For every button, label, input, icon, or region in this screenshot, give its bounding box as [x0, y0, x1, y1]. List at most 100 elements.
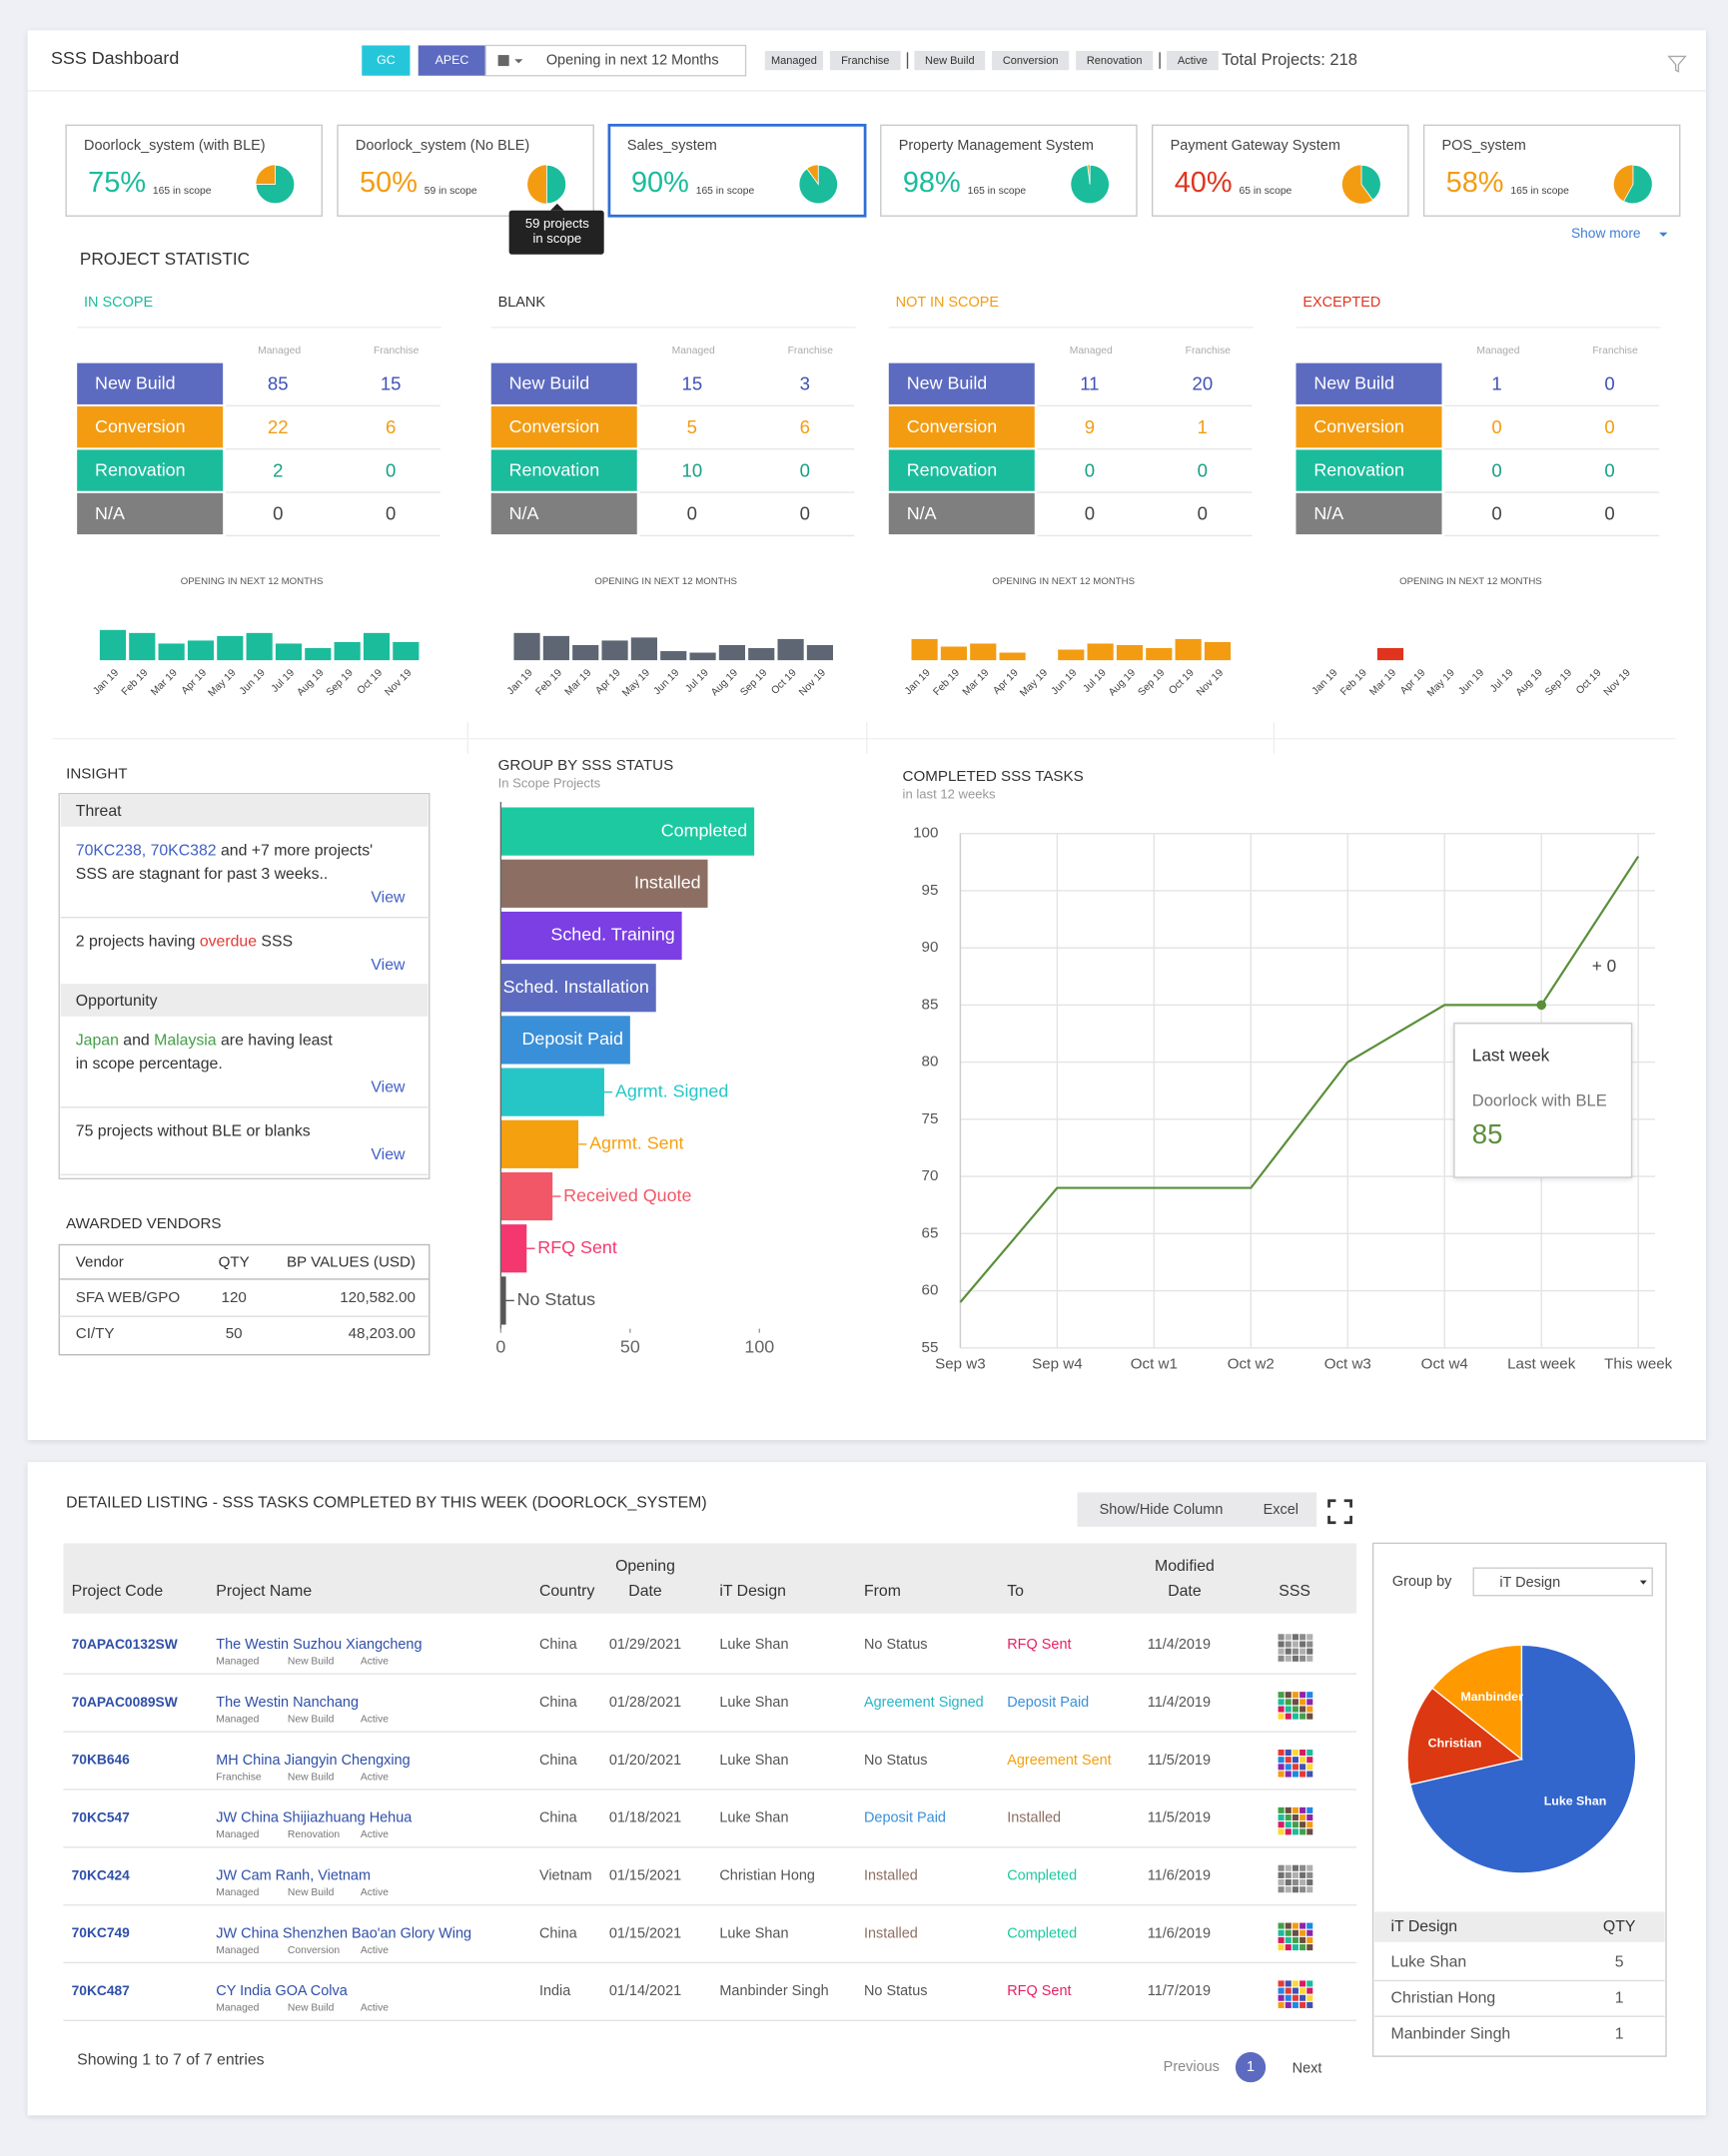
system-card[interactable]: Property Management System 98% 165 in scop…	[880, 124, 1138, 217]
stat-value[interactable]: 20	[1192, 373, 1213, 394]
stat-value[interactable]: 15	[381, 373, 402, 394]
system-name: Doorlock_system (No BLE)	[356, 138, 529, 154]
stat-value[interactable]: 0	[273, 503, 283, 524]
stat-value[interactable]: 0	[1604, 373, 1614, 394]
stat-value[interactable]: 0	[1198, 503, 1208, 524]
project-code[interactable]: 70KC487	[72, 1983, 131, 1998]
tag-label[interactable]: Franchise	[841, 55, 889, 67]
project-name[interactable]: MH China Jiangyin Chengxing	[216, 1753, 410, 1769]
system-card[interactable]: Doorlock_system (No BLE) 50% 59 in scope	[337, 124, 594, 217]
system-percent: 58%	[1446, 167, 1504, 199]
stat-value[interactable]: 10	[681, 459, 702, 480]
stat-value[interactable]: 0	[1491, 459, 1501, 480]
view-link[interactable]: View	[371, 890, 406, 907]
view-link[interactable]: View	[371, 1146, 406, 1163]
project-name[interactable]: CY India GOA Colva	[216, 1983, 348, 1999]
filter-button[interactable]	[418, 45, 486, 76]
tag[interactable]	[914, 50, 986, 71]
date-filter[interactable]	[484, 44, 747, 77]
project-name[interactable]: JW Cam Ranh, Vietnam	[216, 1868, 371, 1884]
mosaic-cell	[1285, 1706, 1292, 1713]
page-number[interactable]: 1	[1247, 2059, 1255, 2075]
system-card[interactable]: Doorlock_system (with BLE) 75% 165 in scop…	[65, 124, 324, 217]
view-link[interactable]: View	[371, 957, 406, 974]
page-current[interactable]	[1235, 2052, 1267, 2083]
stat-value[interactable]: 5	[687, 416, 697, 437]
tag-label[interactable]: New Build	[925, 55, 975, 67]
system-card[interactable]: Sales_system 90% 165 in scope	[607, 123, 867, 218]
tag[interactable]	[829, 50, 901, 71]
page-link[interactable]: Next	[1293, 2060, 1322, 2076]
tag[interactable]	[764, 50, 823, 71]
stat-value[interactable]: 0	[1491, 416, 1501, 437]
select-value[interactable]: iT Design	[1499, 1575, 1560, 1591]
button[interactable]: Excel	[1264, 1502, 1298, 1518]
filter-button[interactable]	[362, 45, 411, 76]
stat-value[interactable]: 1	[1491, 373, 1501, 394]
stat-value[interactable]: 6	[386, 416, 396, 437]
project-code[interactable]: 70KC424	[72, 1867, 131, 1882]
region-filter[interactable]: APEC	[418, 45, 486, 76]
stat-value[interactable]: 0	[687, 503, 697, 524]
project-code[interactable]: 70APAC0089SW	[72, 1695, 178, 1710]
insight-part[interactable]: Japan	[76, 1033, 119, 1050]
stat-value[interactable]: 0	[1604, 416, 1614, 437]
project-code[interactable]: 70APAC0132SW	[72, 1637, 178, 1652]
stat-value[interactable]: 0	[800, 503, 810, 524]
date-filter-label[interactable]: Opening in next 12 Months	[546, 52, 719, 68]
expand-icon[interactable]	[1327, 1499, 1352, 1525]
project-code[interactable]: 70KB646	[72, 1753, 131, 1768]
tag[interactable]	[1167, 50, 1219, 71]
stat-value[interactable]: 0	[1604, 459, 1614, 480]
tag[interactable]	[992, 50, 1070, 71]
tag-label[interactable]: Managed	[771, 55, 817, 67]
stat-value[interactable]: 0	[1491, 503, 1501, 524]
insight-heading-bg	[60, 985, 429, 1017]
tag[interactable]	[1076, 50, 1154, 71]
stat-value[interactable]: 15	[681, 373, 702, 394]
stat-value[interactable]: 2	[273, 459, 283, 480]
tag-label[interactable]: Conversion	[1003, 55, 1059, 67]
project-name[interactable]: JW China Shijiazhuang Hehua	[216, 1810, 413, 1826]
stat-value[interactable]: 0	[800, 459, 810, 480]
show-more[interactable]: Show more	[1571, 226, 1641, 241]
stat-value[interactable]: 0	[1085, 503, 1095, 524]
stat-value[interactable]: 0	[1604, 503, 1614, 524]
filter-label[interactable]: APEC	[435, 53, 469, 67]
project-name[interactable]: The Westin Suzhou Xiangcheng	[216, 1637, 422, 1653]
system-card[interactable]: POS_system 58% 165 in scope	[1422, 124, 1681, 217]
view-link[interactable]: View	[371, 1079, 406, 1096]
stat-value[interactable]: 11	[1080, 373, 1099, 394]
stat-value[interactable]: 9	[1085, 416, 1095, 437]
bar	[1146, 648, 1173, 661]
insight-part[interactable]: overdue	[200, 934, 257, 951]
stat-value[interactable]: 85	[268, 373, 289, 394]
filter-label[interactable]: GC	[377, 53, 396, 67]
stat-value[interactable]: 0	[1085, 459, 1095, 480]
select-box[interactable]	[1472, 1567, 1653, 1597]
page-link[interactable]: Previous	[1164, 2059, 1220, 2075]
mosaic-cell	[1285, 1814, 1292, 1821]
table-cell: 1	[1615, 1989, 1624, 2006]
button[interactable]: Show/Hide Column	[1100, 1502, 1224, 1518]
stat-value[interactable]: 0	[1198, 459, 1208, 480]
mosaic-cell	[1292, 1980, 1298, 1987]
tag-label[interactable]: Active	[1178, 55, 1208, 67]
stat-value[interactable]: 1	[1198, 416, 1208, 437]
project-name[interactable]: The Westin Nanchang	[216, 1695, 359, 1711]
insight-part[interactable]: Malaysia	[154, 1033, 217, 1050]
region-filter[interactable]: GC	[362, 45, 411, 76]
project-code[interactable]: 70KC547	[72, 1810, 131, 1825]
tag-label[interactable]: Renovation	[1087, 55, 1143, 67]
stat-value[interactable]: 22	[268, 416, 289, 437]
project-name[interactable]: JW China Shenzhen Bao'an Glory Wing	[216, 1925, 471, 1941]
project-code[interactable]: 70KC749	[72, 1925, 131, 1940]
system-card[interactable]: Payment Gateway System 40% 65 in scope	[1152, 124, 1409, 217]
stat-value[interactable]: 0	[386, 459, 396, 480]
insight-part[interactable]: 70KC238, 70KC382	[76, 843, 217, 860]
stat-value[interactable]: 3	[800, 373, 810, 394]
stat-value[interactable]: 6	[800, 416, 810, 437]
stat-value[interactable]: 0	[386, 503, 396, 524]
x-tick-label: Oct w3	[1324, 1355, 1371, 1372]
filter-icon[interactable]	[1667, 55, 1687, 73]
